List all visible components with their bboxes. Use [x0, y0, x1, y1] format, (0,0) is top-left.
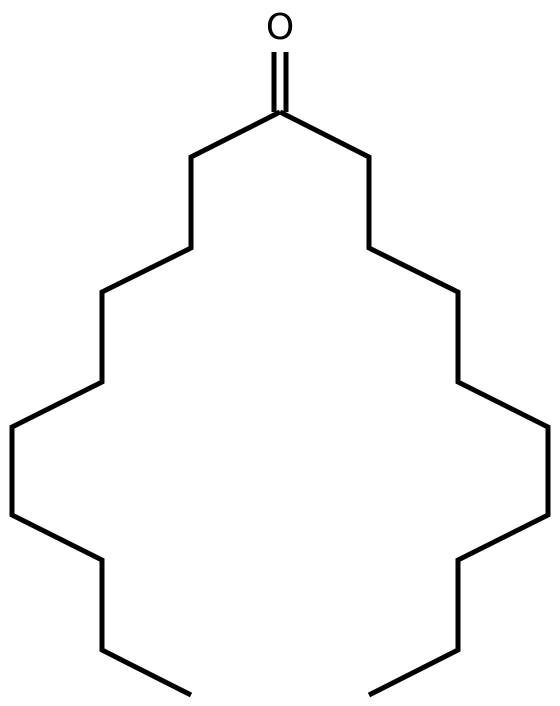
oxygen-atom-label: O	[266, 7, 294, 48]
left-alkyl-chain	[9, 109, 282, 698]
right-alkyl-chain	[278, 109, 551, 698]
